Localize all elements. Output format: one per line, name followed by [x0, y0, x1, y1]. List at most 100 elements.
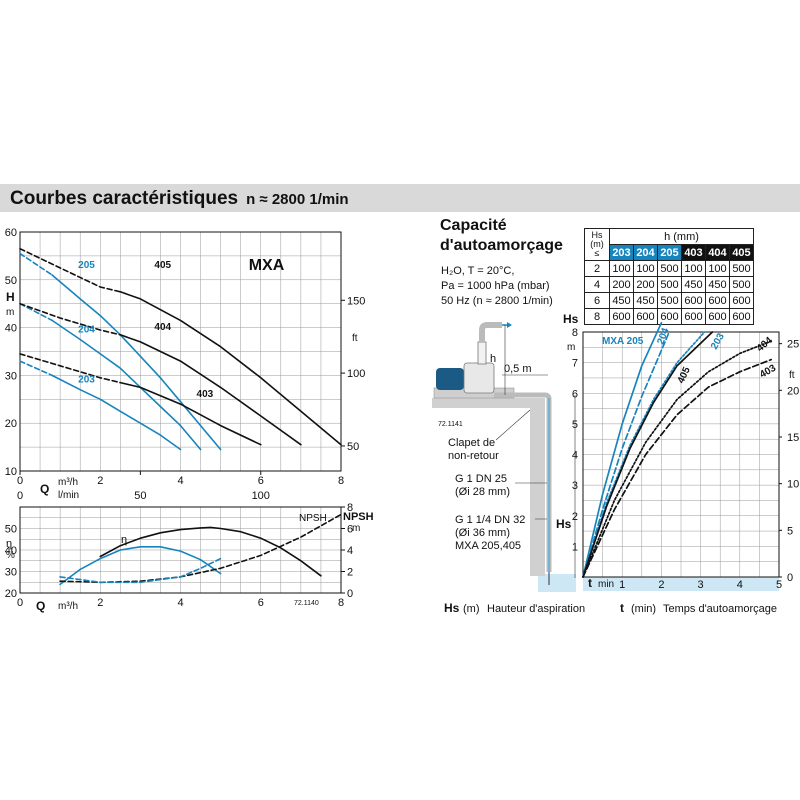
curve-404 [582, 340, 773, 578]
y-tick-label: 50 [5, 524, 17, 536]
y2-tick-label: 2 [347, 567, 353, 579]
x-axis-unit: min [598, 579, 614, 590]
curve-η 4xx [99, 526, 322, 577]
x-tick-label: 6 [258, 597, 264, 609]
y2-tick-label: 100 [347, 368, 365, 380]
conditions: H₂O, T = 20°C, Pa = 1000 hPa (mbar) 50 H… [441, 264, 553, 309]
y2-tick-label: 0 [787, 572, 793, 584]
pump-body [463, 362, 495, 394]
table-model-header: 405 [729, 244, 754, 261]
x2-tick-label: 0 [17, 490, 23, 502]
ground-top [432, 398, 545, 408]
curve-label-204: 204 [78, 324, 95, 335]
table-cell: 600 [657, 308, 682, 325]
ref-label: 72.1140 [294, 600, 319, 607]
g1-label: G 1 DN 25 [455, 473, 507, 485]
y-axis-label: Hs [563, 312, 579, 326]
x-tick-label: 2 [658, 579, 664, 591]
footer-hs-text: Hauteur d'aspiration [487, 603, 585, 615]
y-axis-unit: % [6, 550, 15, 561]
table-cell: 600 [729, 308, 754, 325]
x-tick-label: 5 [776, 579, 782, 591]
table-model-header: 205 [657, 244, 682, 261]
chart-frame [19, 231, 342, 472]
y-tick-label: 50 [5, 275, 17, 287]
x-tick-label: 4 [177, 475, 183, 487]
x-tick-label: 8 [338, 597, 344, 609]
eta-label: η [121, 534, 127, 546]
y-tick-label: 4 [572, 450, 578, 462]
header-band [0, 184, 800, 212]
y2-tick-label: 4 [347, 545, 353, 557]
curve-label-405: 405 [154, 260, 171, 271]
y2-tick-label: 150 [347, 295, 365, 307]
curve-403 [582, 358, 773, 578]
curve-label-203: 203 [78, 375, 95, 386]
curve-label-403: 403 [197, 389, 214, 400]
discharge-pipe [479, 322, 502, 342]
discharge-arrow-head [507, 322, 512, 328]
x-tick-label: 2 [97, 597, 103, 609]
g114-dia-label: (Øi 36 mm) [455, 527, 510, 539]
hs-label: Hs [591, 230, 603, 240]
y2-tick-label: 6 [347, 524, 353, 536]
curve-MXA 205 [582, 321, 663, 578]
table-cell: 450 [705, 276, 730, 293]
x-axis-label: t [588, 576, 592, 590]
y2-tick-label: 20 [787, 385, 799, 397]
footer-t-symbol: t [620, 601, 624, 615]
y-tick-label: 40 [5, 323, 17, 335]
y-tick-label: 20 [5, 588, 17, 600]
table-cell: 100 [609, 260, 634, 277]
y2-tick-label: 10 [787, 479, 799, 491]
y-tick-label: 10 [5, 466, 17, 478]
x-axis-unit: m³/h [58, 477, 78, 488]
curve-203 [51, 374, 182, 451]
y-tick-label: 3 [572, 480, 578, 492]
table-model-header: 403 [681, 244, 706, 261]
curve-label-405: 405 [676, 365, 693, 385]
condition-line: 50 Hz (n ≈ 2800 1/min) [441, 295, 553, 307]
footer-hs-symbol: Hs [444, 601, 460, 615]
curve-403 [119, 381, 262, 446]
condition-line: Pa = 1000 hPa (mbar) [441, 280, 550, 292]
condition-line: H₂O, T = 20°C, [441, 265, 515, 277]
y-tick-label: 5 [572, 419, 578, 431]
curve-204 [582, 331, 671, 578]
table-hs-header: Hs (m) ≤ [584, 228, 610, 261]
curve-η 2xx [59, 546, 222, 586]
footer-hs-unit: (m) [463, 603, 480, 615]
table-row: 2 100 100 500 100 100 500 [584, 260, 754, 277]
diagram-ref: 72.1141 [438, 421, 463, 428]
footer-t-text: Temps d'autoamorçage [663, 603, 777, 615]
x2-tick-label: 100 [252, 490, 270, 502]
curve-label-205: 205 [78, 260, 95, 271]
x2-axis-unit: l/min [58, 490, 79, 501]
table-cell: 600 [681, 308, 706, 325]
self-priming-title-line1: Capacité [440, 217, 507, 234]
y2-tick-label: 25 [787, 339, 799, 351]
table-model-header: 203 [609, 244, 634, 261]
y-axis-unit: m [567, 342, 575, 353]
x-axis-label: Q [40, 482, 49, 496]
chart-frame [582, 331, 780, 578]
hs-le: ≤ [594, 248, 600, 258]
x-axis-unit: m³/h [58, 601, 78, 612]
g1-dia-label: (Øi 28 mm) [455, 486, 510, 498]
y2-axis-label: NPSH [343, 511, 374, 523]
curve-label-404: 404 [154, 322, 171, 333]
distance-label: 0,5 m [504, 363, 532, 375]
well-wall [530, 398, 545, 576]
x-axis-label: Q [36, 599, 45, 613]
y2-tick-label: 5 [787, 525, 793, 537]
x-tick-label: 0 [17, 475, 23, 487]
table-cell: 100 [705, 260, 730, 277]
curve-405-dashed [19, 247, 122, 293]
curve-204-dashed [19, 302, 53, 322]
curve-403-dashed [19, 353, 122, 384]
y2-tick-label: 0 [347, 588, 353, 600]
table-cell: 600 [609, 308, 634, 325]
curve-404-dashed [19, 302, 122, 336]
table-cell: 500 [729, 260, 754, 277]
y-tick-label: 20 [5, 418, 17, 430]
